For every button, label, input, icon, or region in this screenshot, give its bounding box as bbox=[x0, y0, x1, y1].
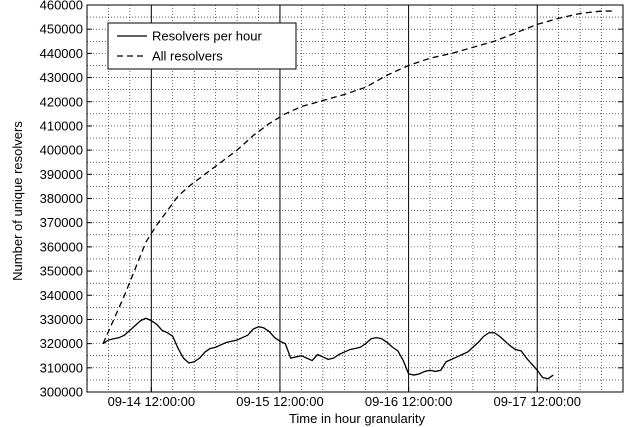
y-tick-label: 330000 bbox=[40, 312, 83, 327]
x-tick-label: 09-15 12:00:00 bbox=[236, 394, 323, 409]
legend-label-all-resolvers: All resolvers bbox=[152, 49, 223, 64]
y-tick-label: 410000 bbox=[40, 118, 83, 133]
legend-box bbox=[107, 22, 297, 70]
x-axis-ticks: 09-14 12:00:00 09-15 12:00:00 09-16 12:00:… bbox=[108, 387, 581, 409]
y-tick-label: 450000 bbox=[40, 22, 83, 37]
legend-label-resolvers-per-hour: Resolvers per hour bbox=[152, 29, 262, 44]
x-axis-title: Time in hour granularity bbox=[289, 411, 426, 426]
y-tick-label: 460000 bbox=[40, 0, 83, 13]
series-line-all-resolvers bbox=[102, 10, 613, 344]
y-tick-label: 430000 bbox=[40, 70, 83, 85]
x-tick-label: 09-14 12:00:00 bbox=[108, 394, 195, 409]
y-axis-title: Number of unique resolvers bbox=[10, 121, 25, 281]
y-tick-label: 370000 bbox=[40, 215, 83, 230]
y-tick-label: 320000 bbox=[40, 336, 83, 351]
y-tick-label: 440000 bbox=[40, 46, 83, 61]
series-line-resolvers-per-hour bbox=[102, 317, 554, 380]
y-tick-label: 420000 bbox=[40, 94, 83, 109]
y-tick-label: 380000 bbox=[40, 191, 83, 206]
x-tick-label: 09-17 12:00:00 bbox=[494, 394, 581, 409]
y-tick-label: 360000 bbox=[40, 239, 83, 254]
y-tick-label: 390000 bbox=[40, 167, 83, 182]
y-tick-label: 340000 bbox=[40, 288, 83, 303]
legend: Resolvers per hour All resolvers bbox=[107, 22, 297, 70]
series-layer bbox=[102, 10, 613, 380]
y-tick-label: 300000 bbox=[40, 385, 83, 400]
grid bbox=[87, 5, 623, 392]
y-axis-ticks: 300000 310000 320000 330000 340000 350000 3600… bbox=[40, 0, 623, 400]
y-tick-label: 310000 bbox=[40, 360, 83, 375]
y-tick-label: 350000 bbox=[40, 264, 83, 279]
y-tick-label: 400000 bbox=[40, 143, 83, 158]
x-tick-label: 09-16 12:00:00 bbox=[365, 394, 452, 409]
